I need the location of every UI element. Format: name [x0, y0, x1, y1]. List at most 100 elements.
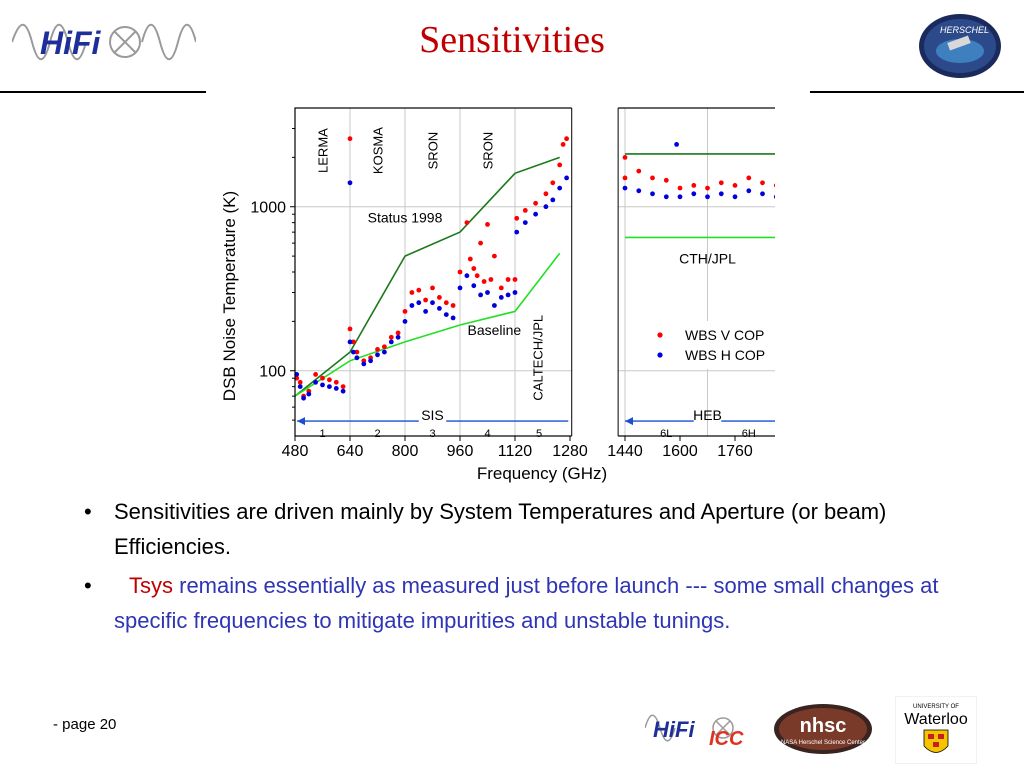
data-point-h — [306, 391, 312, 397]
reference-line — [294, 156, 560, 397]
data-point-h — [395, 334, 401, 340]
data-point-v — [732, 183, 738, 188]
data-point-v — [718, 180, 724, 186]
hifi-icc-logo: HiFi ICC — [644, 707, 760, 750]
reference-line — [294, 252, 561, 397]
data-point-v — [677, 185, 683, 191]
data-point-v — [347, 326, 353, 332]
data-point-h — [375, 352, 380, 358]
data-point-v — [746, 175, 752, 181]
chart-annotation: Status 1998 — [368, 210, 443, 226]
data-point-h — [514, 229, 520, 235]
data-point-v — [691, 183, 697, 188]
data-point-h — [492, 303, 497, 308]
data-point-h — [522, 220, 528, 225]
chart-annotation: SRON — [481, 132, 496, 170]
grid — [295, 108, 775, 436]
x-tick-label: 480 — [282, 443, 309, 460]
data-point-h — [718, 191, 724, 197]
x-tick-label: 1280 — [552, 443, 588, 460]
data-point-v — [481, 279, 487, 284]
hifi-logo-text: HiFi — [40, 25, 102, 61]
data-point-h — [636, 188, 642, 194]
data-point-h — [512, 290, 518, 295]
nhsc-logo-text: nhsc — [800, 715, 847, 737]
data-point-h — [773, 194, 775, 199]
data-point-v — [760, 180, 765, 186]
data-point-v — [327, 377, 332, 383]
data-point-v — [297, 379, 303, 385]
x-tick-label: 1440 — [607, 443, 643, 460]
x-axis-label: Frequency (GHz) — [477, 464, 607, 483]
hifi-icc-logo-text: HiFi — [653, 717, 695, 742]
data-point-v — [354, 349, 360, 355]
data-point-h — [564, 175, 569, 181]
data-point-h — [650, 191, 655, 197]
data-point-v — [333, 379, 339, 385]
data-point-h — [409, 303, 415, 308]
band-label: 5 — [536, 428, 542, 440]
data-point-h — [705, 194, 710, 200]
herschel-logo: HERSCHEL — [918, 13, 1002, 79]
x-tick-label: 800 — [392, 443, 419, 460]
data-point-h — [354, 355, 360, 361]
data-point-v — [347, 136, 353, 142]
waterloo-logo-top: UNIVERSITY OF — [913, 704, 959, 710]
data-point-v — [437, 295, 442, 300]
sis-arrow-head — [297, 417, 305, 426]
data-point-h — [450, 315, 456, 321]
data-point-h — [347, 339, 353, 345]
data-point-h — [478, 292, 483, 298]
data-point-h — [746, 188, 752, 194]
data-point-v — [514, 215, 520, 221]
x-tick-label: 1760 — [717, 443, 753, 460]
data-point-h — [416, 300, 422, 306]
nhsc-logo: nhsc NASA Herschel Science Center — [773, 703, 873, 755]
data-point-h — [333, 386, 339, 391]
chart-annotation: KOSMA — [371, 127, 386, 174]
data-point-h — [464, 273, 470, 279]
data-point-v — [488, 277, 494, 282]
waterloo-logo: UNIVERSITY OF Waterloo — [894, 695, 978, 765]
y-tick-label: 1000 — [250, 200, 286, 217]
data-point-h — [485, 290, 490, 295]
data-point-h — [347, 180, 353, 186]
data-point-v — [557, 162, 563, 168]
data-point-h — [320, 382, 325, 388]
data-point-h — [301, 395, 306, 401]
data-point-v — [560, 142, 566, 147]
band-label: 4 — [484, 428, 490, 440]
herschel-logo-text: HERSCHEL — [940, 25, 989, 35]
data-point-h — [327, 384, 332, 389]
data-point-h — [622, 185, 628, 191]
data-point-h — [340, 388, 346, 394]
data-point-v — [402, 309, 408, 314]
legend-marker-h — [657, 352, 663, 358]
data-point-h — [423, 309, 428, 314]
data-point-v — [485, 222, 490, 227]
data-point-v — [492, 253, 497, 259]
data-point-h — [368, 358, 373, 364]
band-label: 6L — [660, 428, 672, 440]
data-point-v — [564, 136, 569, 142]
data-point-v — [622, 155, 628, 160]
data-point-v — [522, 208, 528, 213]
data-point-h — [677, 194, 683, 200]
data-point-h — [498, 295, 504, 300]
data-point-v — [705, 185, 710, 191]
chart-annotation: SIS — [421, 407, 444, 423]
bullet-dot: • — [84, 573, 92, 598]
chart-annotation: HEB — [693, 407, 722, 423]
data-point-h — [351, 349, 356, 355]
y-tick-label: 100 — [259, 364, 286, 381]
axis-break-gap — [571, 106, 619, 438]
page-title: Sensitivities — [419, 19, 605, 61]
data-point-v — [505, 277, 511, 282]
chart-annotation: CALTECH/JPL — [530, 315, 545, 401]
nhsc-logo-subtext: NASA Herschel Science Center — [781, 740, 865, 746]
data-point-v — [474, 273, 480, 279]
y-axis-label: DSB Noise Temperature (K) — [220, 191, 239, 401]
data-point-v — [430, 285, 435, 291]
data-point-v — [512, 277, 518, 282]
annotations: LERMA KOSMA SRON SRON Status 1998 Baseline CAL… — [297, 127, 775, 440]
